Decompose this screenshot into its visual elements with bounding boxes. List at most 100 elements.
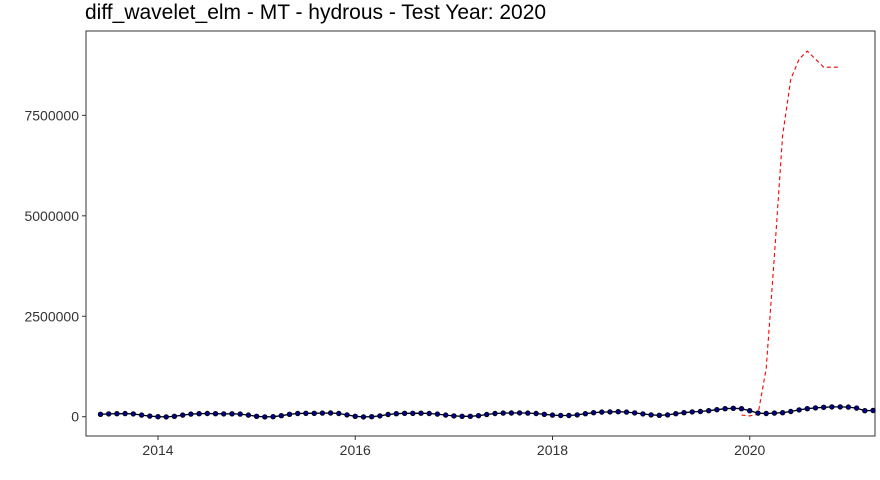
actual-data-point	[549, 412, 556, 418]
actual-data-point	[311, 410, 317, 416]
actual-data-point	[722, 406, 728, 412]
actual-data-point	[147, 413, 153, 419]
actual-data-point	[640, 411, 646, 417]
actual-data-point	[599, 409, 605, 415]
actual-data-point	[286, 411, 293, 417]
actual-data-point	[484, 411, 490, 418]
actual-data-point	[500, 410, 506, 416]
actual-data-point	[771, 410, 778, 416]
actual-data-point	[188, 411, 194, 417]
actual-data-point	[689, 409, 695, 415]
actual-data-point	[451, 413, 457, 419]
actual-data-point	[755, 410, 761, 416]
actual-data-point	[163, 414, 169, 420]
actual-data-point	[105, 411, 112, 417]
actual-data-point	[829, 404, 835, 410]
actual-data-point	[697, 408, 704, 415]
actual-data-point	[582, 411, 589, 417]
actual-data-point	[673, 411, 679, 417]
actual-data-point	[97, 411, 104, 417]
actual-data-point	[336, 410, 342, 417]
actual-data-point	[295, 410, 301, 417]
actual-data-point	[344, 412, 350, 418]
actual-data-point	[730, 405, 736, 411]
actual-data-point	[196, 411, 202, 417]
actual-data-point	[385, 411, 391, 418]
actual-data-point	[590, 410, 597, 416]
actual-data-point	[853, 405, 860, 411]
actual-data-point	[656, 412, 662, 418]
actual-data-point	[377, 413, 383, 419]
actual-data-point	[821, 404, 827, 410]
actual-data-point	[788, 408, 794, 415]
actual-data-point	[122, 410, 128, 417]
actual-data-point	[664, 412, 671, 418]
actual-data-point	[229, 411, 235, 417]
actual-data-point	[632, 410, 638, 416]
actual-data-point	[270, 414, 276, 420]
actual-data-point	[566, 412, 572, 419]
actual-data-point	[812, 405, 819, 411]
actual-data-point	[845, 404, 852, 410]
actual-data-point	[492, 410, 498, 417]
x-tick-label: 2016	[340, 442, 371, 458]
actual-data-point	[862, 408, 868, 414]
actual-data-point	[747, 408, 753, 414]
actual-data-point	[253, 413, 260, 419]
x-tick-label: 2014	[142, 442, 173, 458]
actual-data-point	[114, 411, 120, 417]
actual-data-point	[303, 410, 309, 416]
actual-data-point	[870, 407, 876, 414]
actual-data-point	[327, 410, 334, 416]
actual-data-point	[467, 413, 473, 419]
actual-data-point	[574, 412, 580, 418]
actual-data-point	[607, 409, 613, 415]
actual-data-point	[393, 411, 399, 417]
actual-data-point	[779, 410, 786, 416]
actual-data-point	[138, 412, 145, 418]
y-tick-label: 0	[71, 409, 79, 425]
actual-data-point	[541, 411, 547, 417]
plot-panel	[85, 30, 876, 437]
y-tick-label: 5000000	[24, 208, 79, 224]
x-tick-label: 2020	[734, 442, 765, 458]
actual-data-point	[360, 414, 367, 420]
actual-data-point	[204, 410, 210, 417]
actual-data-point	[212, 411, 219, 417]
actual-data-point	[763, 410, 769, 417]
actual-data-point	[443, 412, 449, 418]
actual-data-point	[262, 414, 268, 420]
series-layer	[97, 50, 876, 420]
actual-data-point	[796, 407, 802, 413]
actual-data-point	[525, 410, 531, 416]
actual-data-point	[245, 412, 252, 418]
actual-data-point	[418, 410, 424, 416]
actual-data-point	[237, 411, 243, 417]
actual-data-point	[434, 411, 441, 417]
y-axis: 0 2500000 5000000 7500000	[24, 107, 86, 425]
actual-data-point	[508, 410, 515, 416]
actual-data-point	[837, 404, 843, 410]
x-tick-label: 2018	[537, 442, 568, 458]
actual-data-point	[706, 408, 712, 414]
actual-data-point	[681, 410, 687, 416]
actual-data-point	[179, 412, 186, 418]
actual-data-point	[220, 411, 227, 417]
actual-data-point	[623, 409, 630, 415]
actual-data-point	[615, 409, 621, 415]
actual-data-point	[475, 413, 482, 419]
actual-data-point	[426, 410, 432, 417]
actual-data-point	[459, 413, 465, 419]
actual-data-point	[533, 410, 539, 417]
actual-data-point	[155, 414, 161, 420]
actual-data-point	[738, 406, 745, 412]
actual-data-point	[369, 414, 375, 420]
actual-data-point	[319, 410, 326, 416]
actual-data-point	[171, 413, 178, 419]
actual-data-point	[278, 413, 284, 419]
chart-title: diff_wavelet_elm - MT - hydrous - Test Y…	[85, 1, 547, 24]
actual-data-point	[516, 410, 523, 416]
actual-data-point	[352, 413, 358, 419]
y-tick-label: 2500000	[24, 308, 79, 324]
